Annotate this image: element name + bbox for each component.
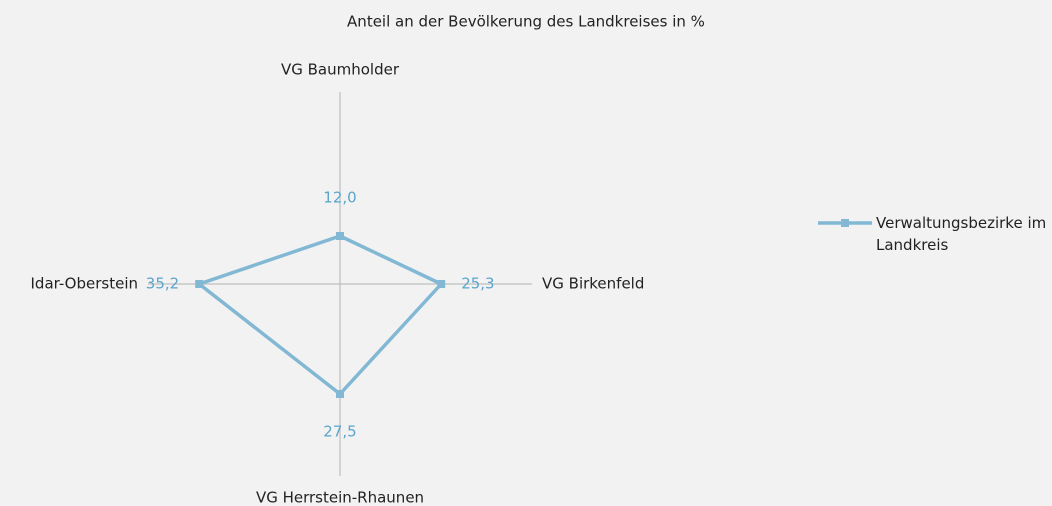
legend-marker	[841, 219, 849, 227]
chart-title: Anteil an der Bevölkerung des Landkreise…	[347, 13, 705, 31]
value-label: 25,3	[461, 275, 494, 293]
category-label: VG Herrstein-Rhaunen	[256, 489, 424, 506]
value-label: 35,2	[146, 275, 179, 293]
point-marker	[437, 280, 446, 288]
category-label: Idar-Oberstein	[31, 275, 139, 293]
legend-label: Verwaltungsbezirke im Landkreis	[876, 214, 1047, 254]
category-label: VG Birkenfeld	[542, 275, 644, 293]
point-marker	[336, 232, 344, 240]
category-label: VG Baumholder	[281, 61, 400, 79]
point-marker	[195, 280, 204, 288]
series-line	[197, 234, 443, 396]
value-label: 27,5	[323, 423, 356, 441]
point-marker	[336, 390, 344, 398]
value-label: 12,0	[323, 189, 356, 207]
